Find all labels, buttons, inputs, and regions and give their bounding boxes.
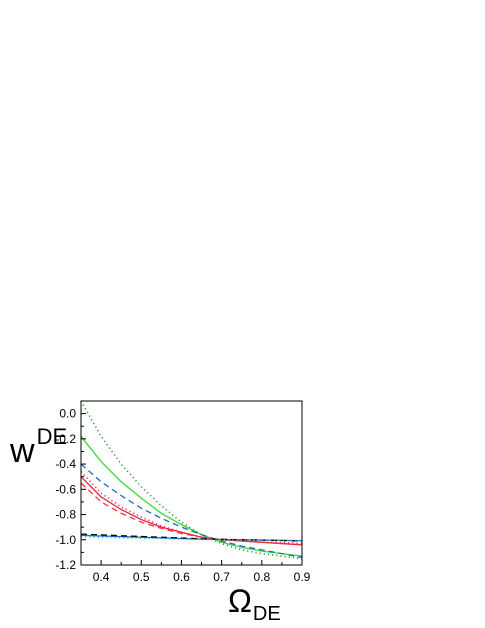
y-tick-label: 0.0 [59, 407, 76, 421]
x-axis-label: ΩDE [228, 583, 281, 625]
x-axis-label-sub: DE [253, 603, 281, 625]
y-tick-label: -1.2 [55, 558, 76, 572]
y-axis-label-sub: DE [37, 424, 68, 449]
series-line-4 [80, 476, 303, 546]
y-tick-label: -0.2 [55, 432, 76, 446]
x-tick-label: 0.9 [294, 570, 311, 584]
plot-frame [80, 400, 303, 566]
series-line-6 [80, 482, 303, 546]
tick-layer: 0.4 0.5 0.6 0.7 0.8 0.9 0.0 -0.2 -0.4 -0.6 -0.8 -1.… [55, 407, 310, 584]
series-line-3 [80, 463, 303, 559]
y-tick-label: -0.6 [55, 482, 76, 496]
x-tick-label: 0.7 [213, 570, 230, 584]
series-line-5 [80, 471, 303, 545]
x-axis-label-main: Ω [228, 583, 252, 619]
y-axis-label: wDE [9, 424, 67, 470]
y-tick-label: -1.0 [55, 533, 76, 547]
x-tick-label: 0.5 [133, 570, 150, 584]
y-axis-label-main: w [9, 432, 35, 470]
series-line-8 [80, 533, 303, 542]
series-line-2 [80, 435, 303, 557]
x-tick-label: 0.6 [173, 570, 190, 584]
x-tick-label: 0.4 [93, 570, 110, 584]
y-tick-label: -0.4 [55, 457, 76, 471]
x-tick-label: 0.8 [253, 570, 270, 584]
series-layer [80, 400, 303, 560]
y-tick-label: -0.8 [55, 508, 76, 522]
